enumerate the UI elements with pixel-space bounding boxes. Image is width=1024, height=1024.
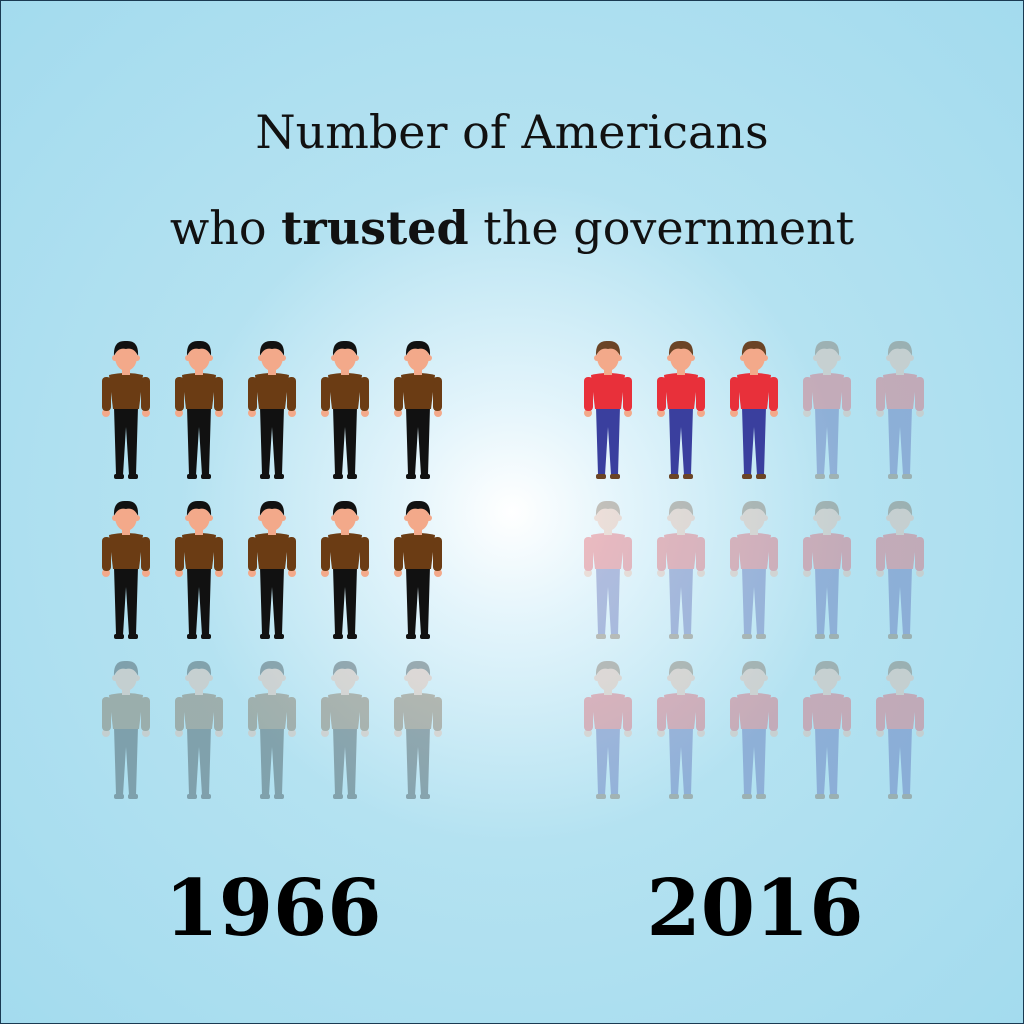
title-line-1: Number of Americans [255,105,769,159]
person-icon-faded [876,660,924,799]
title-word-who: who [169,201,267,255]
person-icon-highlighted [321,340,369,479]
person-icon-faded [803,340,851,479]
person-icon-faded [175,660,223,799]
panel-1966 [102,340,442,799]
person-icon-faded [321,660,369,799]
person-icon-highlighted [248,500,296,639]
person-icon-highlighted [175,500,223,639]
person-icon-faded [584,660,632,799]
person-icon-faded [248,660,296,799]
person-icon-highlighted [657,340,705,479]
title-line-2: who trusted the government [1,201,1023,255]
person-icon-faded [657,660,705,799]
person-icon-highlighted [584,340,632,479]
person-icon-faded [803,500,851,639]
person-icon-faded [730,500,778,639]
person-icon-highlighted [102,500,150,639]
panel-2016 [584,340,924,799]
person-icon-faded [657,500,705,639]
title-word-the-government: the government [483,201,855,255]
person-icon-faded [394,660,442,799]
person-icon-faded [876,340,924,479]
person-icon-highlighted [321,500,369,639]
person-icon-faded [730,660,778,799]
person-icon-faded [803,660,851,799]
person-icon-faded [876,500,924,639]
person-icon-highlighted [248,340,296,479]
person-icon-highlighted [730,340,778,479]
person-icon-highlighted [394,500,442,639]
title-word-trusted: trusted [281,201,469,255]
person-icon-faded [102,660,150,799]
person-icon-highlighted [175,340,223,479]
person-icon-faded [584,500,632,639]
year-label-2016: 2016 [646,863,864,954]
person-icon-highlighted [394,340,442,479]
person-icon-highlighted [102,340,150,479]
year-label-1966: 1966 [164,863,382,954]
